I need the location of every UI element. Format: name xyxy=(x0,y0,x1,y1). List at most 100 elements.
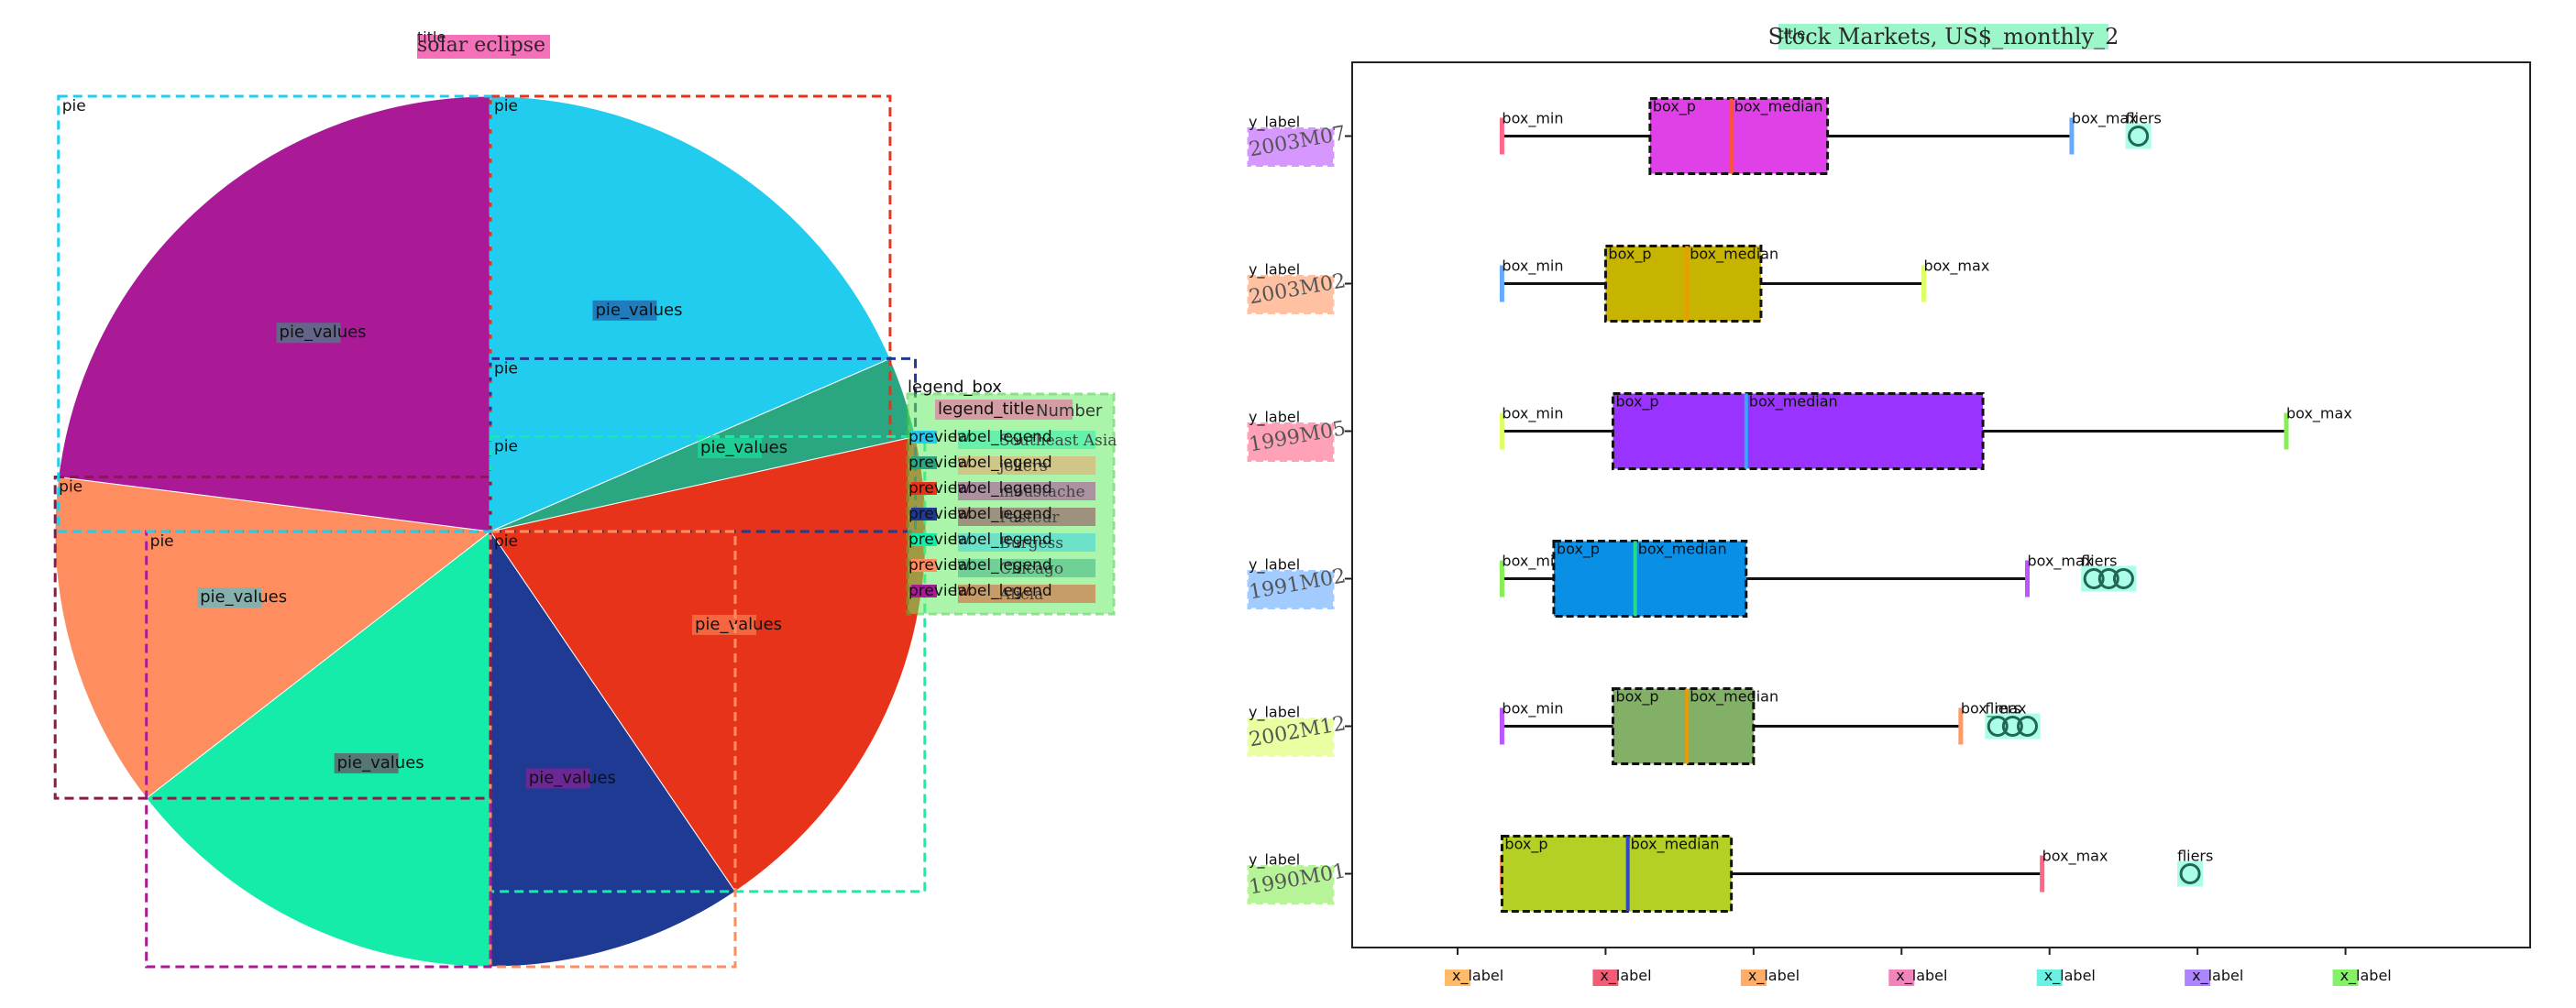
legend-swatch-1 xyxy=(911,431,937,444)
pie-annotations: pie_valuespiepie_valuespiepie_valuespiep… xyxy=(53,94,927,969)
box-max-tag-2: box_max xyxy=(1924,257,1990,276)
box-xlabel-tag-6: x_label xyxy=(2192,967,2243,985)
box-iqr-6 xyxy=(1500,835,1734,913)
legend-title-tag: legend_title xyxy=(938,400,1035,419)
legend-swatch-5 xyxy=(911,533,937,546)
pie-value-highlight-4 xyxy=(525,768,590,789)
legend-entry-5: Burgess xyxy=(999,534,1063,553)
box-flier-4-1 xyxy=(2083,568,2105,589)
box-ylabel-highlight-6 xyxy=(1247,865,1335,904)
pie-values-tag-7: pie_values xyxy=(280,323,367,342)
legend-preview-tag-2: preview xyxy=(908,454,970,472)
pie-slice-5 xyxy=(145,530,491,968)
legend-label-tag-5: label_legend xyxy=(953,531,1052,549)
box-ylabel-highlight-2 xyxy=(1247,275,1335,314)
legend-entry-4: Pasteur xyxy=(999,509,1060,527)
pie-tag-1: pie xyxy=(494,97,518,115)
box-p-tag-2: box_p xyxy=(1608,246,1651,264)
legend-entry-1: Southeast Asia xyxy=(999,432,1117,450)
box-xtick-highlight-3 xyxy=(1740,970,1767,986)
box-x-axis: x_label x_label x_label x_label x_label x_lab… xyxy=(1445,948,2392,986)
box-xlabel-tag-2: x_label xyxy=(1600,967,1651,985)
box-fliers-tag-1: fliers xyxy=(2126,110,2162,127)
box-flier-4-3 xyxy=(2112,568,2134,589)
legend-preview-tag-6: preview xyxy=(908,556,970,575)
legend-label-tag-2: label_legend xyxy=(953,454,1052,472)
box-iqr-5 xyxy=(1612,687,1756,765)
legend-box-tag: legend_box xyxy=(908,378,1002,397)
pie-tag-3: pie xyxy=(494,437,518,455)
pie-slice-bbox-4 xyxy=(489,530,737,969)
legend-swatch-7 xyxy=(911,585,937,597)
box-plot-frame xyxy=(1351,61,2531,948)
box-median-tag-3: box_median xyxy=(1749,393,1838,411)
legend-entry-2: jokers xyxy=(997,457,1048,476)
box-median-tag-5: box_median xyxy=(1690,688,1778,707)
box-ylabel-tag-6: y_label xyxy=(1249,851,1300,870)
box-p-tag-4: box_p xyxy=(1557,541,1600,559)
pie-tag-5: pie xyxy=(150,532,174,551)
legend-label-tag-6: label_legend xyxy=(953,556,1052,575)
box-ylabel-highlight-4 xyxy=(1247,570,1335,609)
box-max-tag-5: box_max xyxy=(1961,700,2027,718)
pie-slice-1 xyxy=(490,95,891,532)
pie-title-highlight xyxy=(417,35,550,59)
legend-label-highlight-2 xyxy=(958,456,1095,475)
pie-slice-7 xyxy=(58,95,491,532)
box-flier-1-1 xyxy=(2128,126,2150,147)
pie-tag-6: pie xyxy=(59,477,83,496)
box-median-tag-2: box_median xyxy=(1690,246,1778,264)
box-xlabel-tag-5: x_label xyxy=(2044,967,2096,985)
box-ylabel-highlight-5 xyxy=(1247,718,1335,757)
box-ylabel-tag-3: y_label xyxy=(1249,409,1300,427)
pie-panel: solar eclipse title pie_valuespiepie_val… xyxy=(53,28,1117,969)
legend-preview-tag-1: preview xyxy=(908,428,970,446)
pie-values-tag-6: pie_values xyxy=(200,587,287,607)
legend-label-highlight-3 xyxy=(958,482,1095,500)
pie-tag-2: pie xyxy=(494,359,518,378)
box-p-tag-6: box_p xyxy=(1504,836,1547,854)
box-ylabel-tag-1: y_label xyxy=(1249,114,1300,132)
pie-values-tag-5: pie_values xyxy=(337,753,424,772)
box-min-tag-2: box_min xyxy=(1502,257,1563,276)
legend-label-tag-1: label_legend xyxy=(953,428,1052,446)
legend-label-highlight-7 xyxy=(958,585,1095,603)
pie-value-highlight-1 xyxy=(592,300,657,321)
box-fliers-tag-5: fliers xyxy=(1985,700,2020,718)
box-iqr-4 xyxy=(1552,540,1748,618)
box-chart-title: Stock Markets, US$_monthly_2 xyxy=(1768,24,2119,49)
pie-slice-bbox-7 xyxy=(57,94,492,533)
legend-swatch-6 xyxy=(911,559,937,572)
box-ylabel-highlight-3 xyxy=(1247,422,1335,462)
box-iqr-2 xyxy=(1603,245,1763,323)
pie-tag-4: pie xyxy=(494,532,518,551)
box-p-tag-1: box_p xyxy=(1653,98,1696,116)
box-max-tag-6: box_max xyxy=(2042,848,2108,866)
box-xlabel-tag-4: x_label xyxy=(1896,967,1947,985)
legend-title-highlight xyxy=(935,400,1073,420)
legend-label-highlight-1 xyxy=(958,431,1095,449)
pie-title-annotation-tag: title xyxy=(417,28,446,46)
pie-legend: legend_box legend_title Number preview South… xyxy=(906,378,1117,616)
pie-slices xyxy=(54,95,927,968)
legend-label-highlight-4 xyxy=(958,508,1095,526)
pie-slice-bbox-6 xyxy=(53,475,492,800)
box-flier-5-1 xyxy=(1987,716,2009,737)
box-median-tag-6: box_median xyxy=(1631,836,1720,854)
box-median-tag-4: box_median xyxy=(1638,541,1727,559)
pie-chart-title: solar eclipse xyxy=(417,34,545,57)
pie-values-tag-2: pie_values xyxy=(700,438,787,457)
pie-values-tag-3: pie_values xyxy=(695,615,782,634)
box-flier-6-1 xyxy=(2179,863,2201,884)
legend-entry-6: Chicago xyxy=(999,560,1063,578)
box-xtick-highlight-7 xyxy=(2332,970,2359,986)
legend-preview-tag-7: preview xyxy=(908,582,970,600)
box-xlabel-tag-7: x_label xyxy=(2340,967,2392,985)
box-xtick-highlight-1 xyxy=(1445,970,1470,986)
box-iqr-1 xyxy=(1648,97,1830,175)
box-xlabel-tag-1: x_label xyxy=(1452,967,1503,985)
legend-entry-7: Alicia xyxy=(998,586,1043,604)
legend-preview-tag-5: preview xyxy=(908,531,970,549)
legend-swatch-4 xyxy=(911,508,937,520)
